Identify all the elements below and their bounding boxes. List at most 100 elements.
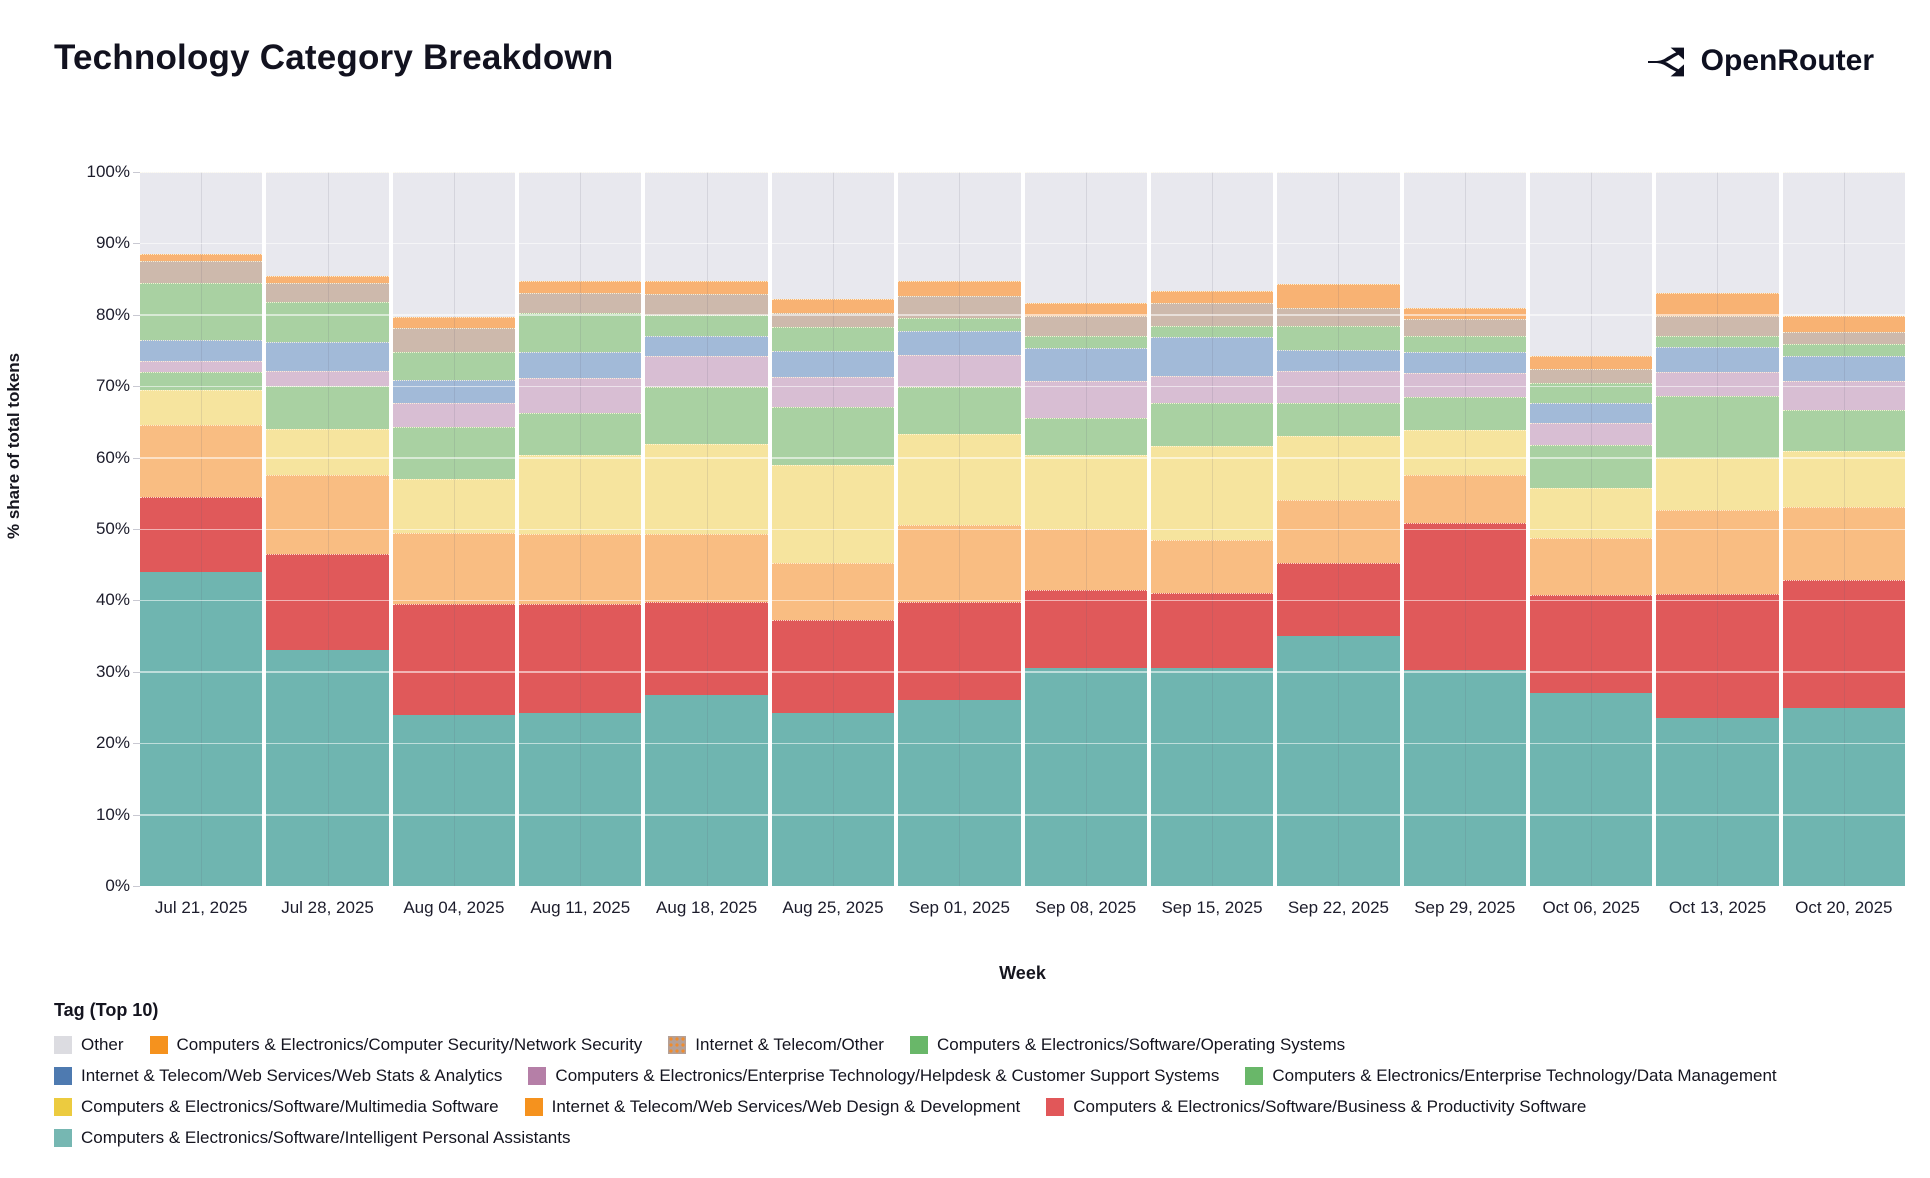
bar-segment-wdd[interactable] bbox=[1529, 538, 1653, 596]
bar-segment-other[interactable] bbox=[392, 172, 516, 318]
bar-segment-mms[interactable] bbox=[1150, 446, 1274, 540]
bar-segment-hd[interactable] bbox=[1656, 371, 1779, 396]
bar-segment-ns[interactable] bbox=[519, 280, 642, 293]
bar-segment-wdd[interactable] bbox=[645, 534, 768, 602]
bar-segment-ns[interactable] bbox=[1024, 302, 1147, 316]
bar-segment-other[interactable] bbox=[1403, 172, 1526, 308]
bar-segment-wsa[interactable] bbox=[1024, 347, 1147, 381]
bar-segment-ito[interactable] bbox=[898, 295, 1021, 319]
bar-segment-ipa[interactable] bbox=[771, 713, 895, 886]
bar-segment-ito[interactable] bbox=[1656, 315, 1779, 337]
legend-item-wsa[interactable]: Internet & Telecom/Web Services/Web Stat… bbox=[54, 1066, 502, 1086]
bar-segment-mms[interactable] bbox=[1782, 451, 1906, 507]
bar-segment-hd[interactable] bbox=[392, 402, 516, 427]
bar-segment-mms[interactable] bbox=[1529, 488, 1653, 539]
bar-segment-ito[interactable] bbox=[771, 312, 895, 327]
bar-segment-wdd[interactable] bbox=[1277, 500, 1400, 564]
bar-segment-os[interactable] bbox=[1150, 325, 1274, 337]
bar-segment-mms[interactable] bbox=[266, 429, 389, 476]
bar-segment-wdd[interactable] bbox=[1150, 539, 1274, 594]
bar-segment-wdd[interactable] bbox=[1656, 510, 1779, 594]
bar-segment-hd[interactable] bbox=[1150, 375, 1274, 403]
bar-segment-ipa[interactable] bbox=[519, 712, 642, 886]
bar-segment-wsa[interactable] bbox=[1277, 349, 1400, 371]
bar-segment-ipa[interactable] bbox=[1024, 668, 1147, 886]
bar-segment-wsa[interactable] bbox=[645, 335, 768, 357]
bar-segment-os[interactable] bbox=[266, 302, 389, 342]
bar-segment-dm[interactable] bbox=[140, 371, 263, 390]
bar-segment-other[interactable] bbox=[1782, 172, 1906, 316]
bar-segment-ito[interactable] bbox=[266, 282, 389, 303]
bar-segment-dm[interactable] bbox=[1529, 444, 1653, 489]
bar-segment-ito[interactable] bbox=[140, 261, 263, 283]
bar-segment-os[interactable] bbox=[645, 314, 768, 336]
bar-segment-os[interactable] bbox=[392, 351, 516, 380]
bar-segment-mms[interactable] bbox=[392, 479, 516, 533]
bar-segment-mms[interactable] bbox=[898, 434, 1021, 526]
bar-segment-dm[interactable] bbox=[645, 386, 768, 445]
bar-segment-ipa[interactable] bbox=[392, 714, 516, 886]
bar-segment-ipa[interactable] bbox=[266, 650, 389, 886]
bar-segment-ipa[interactable] bbox=[645, 694, 768, 886]
bar-segment-ns[interactable] bbox=[266, 275, 389, 283]
bar-segment-wdd[interactable] bbox=[898, 525, 1021, 602]
bar-segment-dm[interactable] bbox=[1403, 396, 1526, 430]
bar-segment-dm[interactable] bbox=[771, 406, 895, 465]
bar-segment-mms[interactable] bbox=[1024, 454, 1147, 530]
bar-segment-wsa[interactable] bbox=[266, 342, 389, 371]
bar-segment-other[interactable] bbox=[1529, 172, 1653, 356]
bar-segment-os[interactable] bbox=[1529, 382, 1653, 403]
bar-segment-other[interactable] bbox=[1024, 172, 1147, 303]
bar-segment-os[interactable] bbox=[140, 282, 263, 340]
bar-segment-ito[interactable] bbox=[1403, 319, 1526, 336]
bar-segment-hd[interactable] bbox=[519, 377, 642, 413]
bar-segment-bps[interactable] bbox=[1529, 595, 1653, 694]
bar-segment-wdd[interactable] bbox=[392, 532, 516, 604]
bar-segment-dm[interactable] bbox=[519, 412, 642, 455]
bar-segment-wsa[interactable] bbox=[1529, 402, 1653, 424]
bar-segment-ns[interactable] bbox=[645, 281, 768, 295]
bar-segment-mms[interactable] bbox=[771, 464, 895, 564]
bar-segment-other[interactable] bbox=[1656, 172, 1779, 294]
bar-segment-hd[interactable] bbox=[140, 361, 263, 372]
bar-segment-bps[interactable] bbox=[1656, 593, 1779, 719]
bar-segment-ito[interactable] bbox=[519, 292, 642, 314]
legend-item-hd[interactable]: Computers & Electronics/Enterprise Techn… bbox=[528, 1066, 1219, 1086]
bar-segment-ito[interactable] bbox=[392, 328, 516, 352]
legend-item-dm[interactable]: Computers & Electronics/Enterprise Techn… bbox=[1245, 1066, 1777, 1086]
bar-segment-other[interactable] bbox=[266, 172, 389, 276]
bar-segment-bps[interactable] bbox=[1277, 563, 1400, 637]
bar-segment-other[interactable] bbox=[140, 172, 263, 255]
bar-segment-hd[interactable] bbox=[771, 376, 895, 407]
bar-segment-os[interactable] bbox=[1656, 336, 1779, 347]
bar-segment-ns[interactable] bbox=[1403, 307, 1526, 320]
bar-segment-dm[interactable] bbox=[266, 386, 389, 430]
bar-segment-bps[interactable] bbox=[1024, 589, 1147, 669]
bar-segment-bps[interactable] bbox=[771, 620, 895, 714]
bar-segment-dm[interactable] bbox=[1656, 395, 1779, 459]
legend-item-mms[interactable]: Computers & Electronics/Software/Multime… bbox=[54, 1097, 499, 1117]
bar-segment-dm[interactable] bbox=[392, 426, 516, 480]
bar-segment-bps[interactable] bbox=[1150, 593, 1274, 669]
bar-segment-bps[interactable] bbox=[1403, 523, 1526, 671]
legend-item-bps[interactable]: Computers & Electronics/Software/Busines… bbox=[1046, 1097, 1586, 1117]
bar-segment-wsa[interactable] bbox=[1150, 336, 1274, 376]
bar-segment-os[interactable] bbox=[1277, 325, 1400, 350]
bar-segment-wsa[interactable] bbox=[140, 339, 263, 362]
bar-segment-bps[interactable] bbox=[1782, 580, 1906, 708]
bar-segment-ipa[interactable] bbox=[1529, 693, 1653, 886]
bar-segment-hd[interactable] bbox=[266, 370, 389, 387]
bar-segment-ipa[interactable] bbox=[1403, 670, 1526, 886]
bar-segment-ns[interactable] bbox=[771, 299, 895, 313]
bar-segment-mms[interactable] bbox=[645, 444, 768, 535]
bar-segment-ito[interactable] bbox=[1782, 332, 1906, 345]
bar-segment-other[interactable] bbox=[645, 172, 768, 282]
legend-item-os[interactable]: Computers & Electronics/Software/Operati… bbox=[909, 1035, 1345, 1055]
bar-segment-dm[interactable] bbox=[1150, 402, 1274, 447]
bar-segment-wdd[interactable] bbox=[1024, 529, 1147, 590]
bar-segment-mms[interactable] bbox=[519, 454, 642, 535]
bar-segment-wdd[interactable] bbox=[140, 425, 263, 497]
bar-segment-os[interactable] bbox=[771, 326, 895, 352]
bar-segment-hd[interactable] bbox=[1529, 423, 1653, 445]
bar-segment-mms[interactable] bbox=[1656, 458, 1779, 511]
